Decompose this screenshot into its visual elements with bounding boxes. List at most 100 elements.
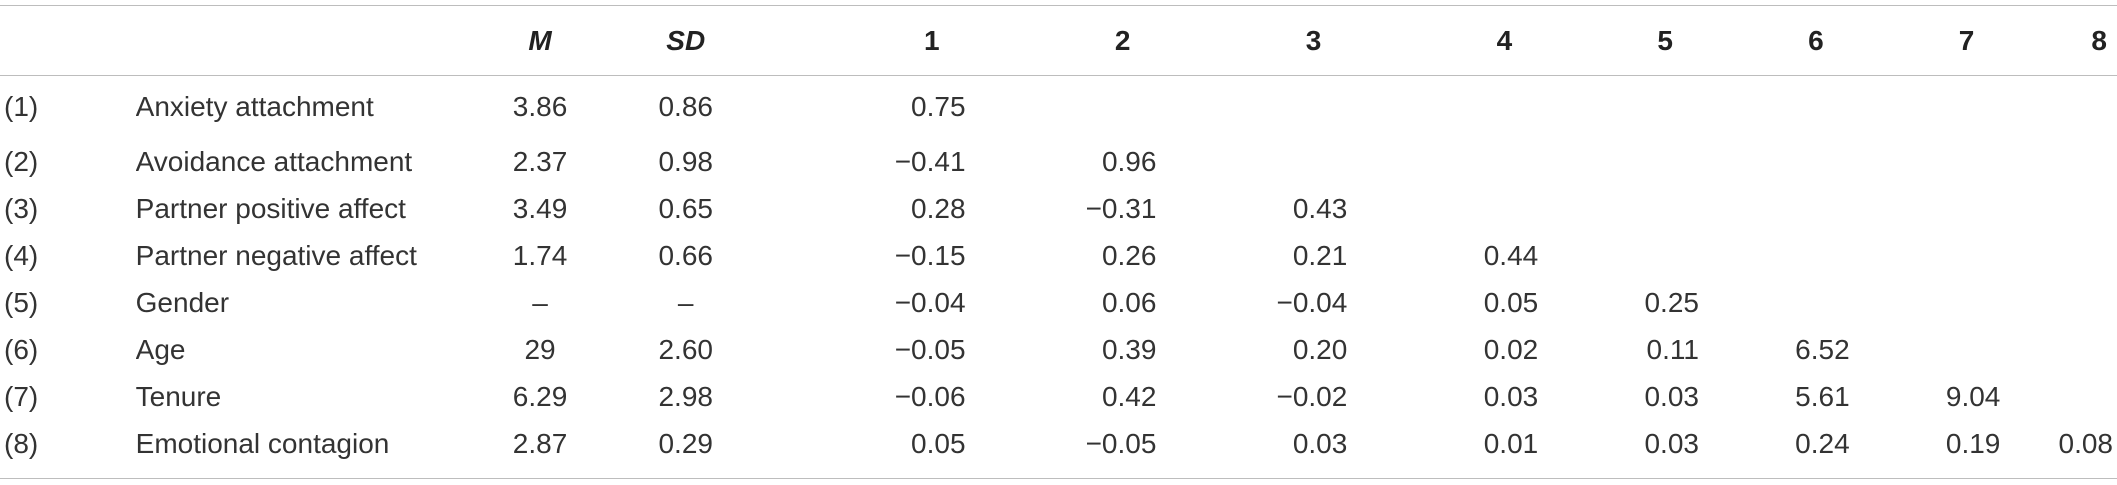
table-row: (6) Age 29 2.60 −0.05 0.39 0.20 0.02 0.1… [0,326,2117,373]
table-row: (5) Gender – – −0.04 0.06 −0.04 0.05 0.2… [0,279,2117,326]
cell-corr-3 [1160,138,1351,185]
row-index: (1) [4,90,39,122]
cell-corr-7 [1854,279,2005,326]
cell-corr-8: 0.08 [2058,427,2114,459]
row-index: (8) [4,427,39,459]
cell-corr-1: −0.06 [894,380,966,412]
cell-corr-6: 6.52 [1795,333,1850,365]
table-row: (4) Partner negative affect 1.74 0.66 −0… [0,232,2117,279]
cell-corr-7 [1854,75,2005,138]
header-variable [136,6,478,75]
cell-corr-2: −0.31 [1085,192,1157,224]
header-rule [0,75,2117,76]
header-col-4: 4 [1496,24,1513,56]
cell-sd: – [677,286,694,318]
table-row: (8) Emotional contagion 2.87 0.29 0.05 −… [0,420,2117,467]
cell-sd: 0.86 [658,90,713,122]
row-variable: Partner negative affect [135,239,417,271]
cell-corr-6 [1703,75,1854,138]
cell-corr-5 [1542,75,1703,138]
row-variable: Avoidance attachment [135,145,413,177]
cell-corr-8 [2004,232,2117,279]
header-col-8: 8 [2091,24,2107,56]
cell-mean: 1.74 [512,239,568,271]
cell-corr-6 [1703,232,1854,279]
row-variable: Tenure [135,380,222,412]
row-index: (4) [4,239,39,271]
cell-corr-8 [2004,185,2117,232]
cell-corr-5 [1542,138,1703,185]
cell-corr-3: 0.43 [1292,192,1348,224]
row-index: (2) [4,145,39,177]
cell-corr-3 [1160,75,1351,138]
cell-corr-1: 0.75 [911,90,966,122]
cell-sd: 0.98 [658,145,713,177]
row-variable: Partner positive affect [135,192,406,224]
row-index: (5) [4,286,39,318]
header-sd: SD [666,24,706,56]
row-variable: Age [135,333,186,365]
cell-sd: 0.29 [658,427,713,459]
header-col-5: 5 [1657,24,1673,56]
header-index [0,6,136,75]
header-mean: M [528,24,552,56]
header-col-3: 3 [1305,24,1322,56]
row-variable: Gender [135,286,230,318]
cell-corr-4 [1351,138,1542,185]
cell-corr-3: 0.20 [1292,333,1348,365]
table-row: (1) Anxiety attachment 3.86 0.86 0.75 [0,75,2117,138]
correlation-table: M SD 1 2 3 4 5 6 7 8 (1) Anxiety attachm… [0,6,2117,467]
cell-mean: 29 [524,333,556,365]
row-index: (6) [4,333,39,365]
cell-corr-3: −0.04 [1276,286,1348,318]
top-rule [0,5,2117,6]
cell-corr-6: 5.61 [1795,380,1850,412]
cell-sd: 2.98 [658,380,713,412]
cell-corr-7: 0.19 [1945,427,2001,459]
cell-mean: 2.87 [512,427,568,459]
table-row: (2) Avoidance attachment 2.37 0.98 −0.41… [0,138,2117,185]
cell-corr-6: 0.24 [1795,427,1850,459]
cell-corr-3: −0.02 [1276,380,1348,412]
cell-corr-3: 0.03 [1292,427,1348,459]
cell-corr-5 [1542,185,1703,232]
cell-corr-1: −0.05 [894,333,966,365]
cell-corr-8 [2004,75,2117,138]
cell-corr-6 [1703,138,1854,185]
cell-corr-7 [1854,232,2005,279]
header-col-1: 1 [923,24,940,56]
cell-mean: 3.49 [512,192,568,224]
cell-corr-4: 0.02 [1483,333,1539,365]
header-col-7: 7 [1958,24,1975,56]
cell-corr-1: −0.15 [894,239,966,271]
cell-mean: 2.37 [512,145,568,177]
cell-corr-6 [1703,185,1854,232]
cell-mean: 6.29 [512,380,568,412]
cell-corr-4: 0.03 [1483,380,1539,412]
cell-corr-7: 9.04 [1945,380,2001,412]
table-row: (3) Partner positive affect 3.49 0.65 0.… [0,185,2117,232]
cell-corr-8 [2004,279,2117,326]
cell-mean: – [532,286,548,318]
cell-corr-4: 0.01 [1483,427,1539,459]
row-variable: Emotional contagion [135,427,390,459]
cell-corr-7 [1854,185,2005,232]
cell-corr-2: 0.96 [1101,145,1157,177]
cell-corr-2: 0.42 [1101,380,1157,412]
bottom-rule [0,478,2117,479]
cell-corr-4 [1351,185,1542,232]
cell-corr-8 [2004,326,2117,373]
row-variable: Anxiety attachment [135,90,374,122]
row-index: (7) [4,380,39,412]
cell-corr-6 [1703,279,1854,326]
cell-corr-5: 0.03 [1644,427,1699,459]
cell-corr-7 [1854,138,2005,185]
header-row: M SD 1 2 3 4 5 6 7 8 [0,6,2117,75]
cell-corr-5: 0.25 [1644,286,1699,318]
cell-corr-2: 0.06 [1101,286,1157,318]
header-col-2: 2 [1114,24,1131,56]
cell-corr-1: 0.05 [911,427,966,459]
cell-sd: 0.66 [658,239,713,271]
cell-corr-1: −0.04 [894,286,966,318]
